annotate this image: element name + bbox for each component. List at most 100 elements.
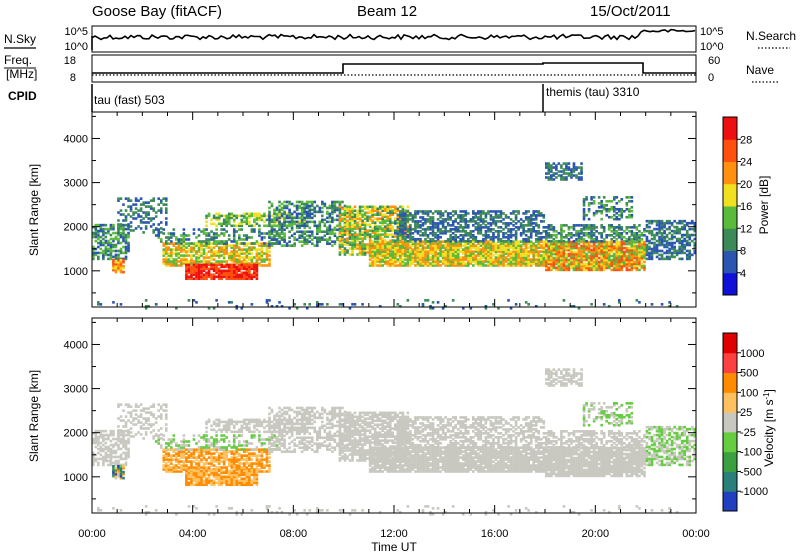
power-cell xyxy=(499,256,503,259)
power-cell xyxy=(220,224,223,228)
power-cell xyxy=(670,251,674,255)
power-cell xyxy=(346,231,349,234)
power-cell xyxy=(557,266,561,270)
power-cell xyxy=(487,235,490,239)
power-cell xyxy=(290,216,294,220)
power-cell xyxy=(675,227,679,231)
power-cell xyxy=(693,241,697,245)
power-cell xyxy=(456,256,460,259)
power-cell xyxy=(610,205,614,209)
power-cell xyxy=(383,246,387,249)
power-cell xyxy=(539,214,543,217)
power-cell xyxy=(527,254,530,257)
power-cell xyxy=(124,217,128,220)
power-cell xyxy=(472,240,475,243)
power-cell xyxy=(107,241,110,245)
power-cell xyxy=(474,248,478,251)
power-cell xyxy=(487,262,490,265)
power-cell xyxy=(527,230,530,233)
power-cell xyxy=(575,233,578,237)
power-cell xyxy=(424,256,427,259)
power-cell xyxy=(119,257,123,261)
power-cell xyxy=(454,256,457,259)
power-cell xyxy=(565,244,568,248)
power-cell xyxy=(499,220,503,223)
power-cell xyxy=(615,250,619,254)
power-cell xyxy=(157,232,161,235)
power-cell xyxy=(298,206,301,210)
power-cell xyxy=(268,216,271,220)
power-cell xyxy=(444,239,447,243)
power-cell xyxy=(202,242,206,245)
power-cell xyxy=(205,267,208,271)
power-cell xyxy=(444,248,447,251)
power-cell xyxy=(376,248,379,251)
power-cell xyxy=(537,258,541,261)
power-cell xyxy=(268,234,271,237)
power-cell xyxy=(655,219,659,223)
power-cell xyxy=(353,217,357,221)
power-cell xyxy=(550,244,553,248)
power-cell xyxy=(419,230,422,233)
power-cell xyxy=(590,202,593,205)
power-cell xyxy=(529,260,533,263)
power-cell xyxy=(685,235,689,239)
power-cell xyxy=(678,219,681,223)
power-cell xyxy=(195,256,198,259)
velocity-cell xyxy=(102,435,105,439)
power-cell xyxy=(582,268,586,272)
power-cell xyxy=(381,221,385,225)
power-cell xyxy=(268,262,271,265)
power-cell xyxy=(368,219,372,223)
power-cell xyxy=(338,223,342,226)
power-cell xyxy=(607,250,611,254)
power-cell xyxy=(489,237,493,241)
power-cell xyxy=(663,257,666,261)
power-cell xyxy=(268,230,271,234)
velocity-cell xyxy=(104,457,108,461)
power-cell xyxy=(127,243,130,247)
power-cell xyxy=(331,202,334,206)
power-cell xyxy=(328,204,332,208)
power-cell xyxy=(326,212,329,216)
power-cell xyxy=(680,249,684,253)
power-cell xyxy=(479,228,483,231)
power-cell xyxy=(109,245,113,249)
power-cell xyxy=(310,238,314,241)
power-cell xyxy=(230,267,234,271)
power-cell xyxy=(351,233,354,236)
power-cell xyxy=(582,200,586,203)
colorbar-tick-label: 24 xyxy=(740,157,752,169)
power-cell xyxy=(288,230,291,234)
power-cell xyxy=(278,226,281,230)
power-cell xyxy=(625,232,629,235)
power-cell xyxy=(399,254,402,257)
power-cell xyxy=(318,220,322,224)
power-cell xyxy=(363,253,367,256)
power-cell xyxy=(444,210,447,213)
power-cell xyxy=(426,242,430,245)
power-cell xyxy=(313,206,317,210)
power-cell xyxy=(612,264,616,268)
power-cell xyxy=(436,210,440,213)
power-cell xyxy=(461,216,465,219)
power-cell xyxy=(517,212,520,215)
power-cell xyxy=(399,240,402,243)
power-cell xyxy=(484,307,488,310)
velocity-cell xyxy=(99,457,103,461)
power-cell xyxy=(250,265,254,269)
power-cell xyxy=(429,307,432,310)
power-cell xyxy=(378,233,382,236)
power-cell xyxy=(514,246,518,249)
power-cell xyxy=(298,222,301,226)
power-cell xyxy=(210,277,213,281)
power-cell xyxy=(197,250,201,253)
power-cell xyxy=(477,250,480,253)
power-cell xyxy=(187,242,191,245)
power-cell xyxy=(605,200,608,203)
power-cell xyxy=(124,197,128,200)
power-cell xyxy=(434,258,437,261)
power-cell xyxy=(685,249,689,253)
power-cell xyxy=(590,256,593,260)
power-cell xyxy=(200,273,203,277)
